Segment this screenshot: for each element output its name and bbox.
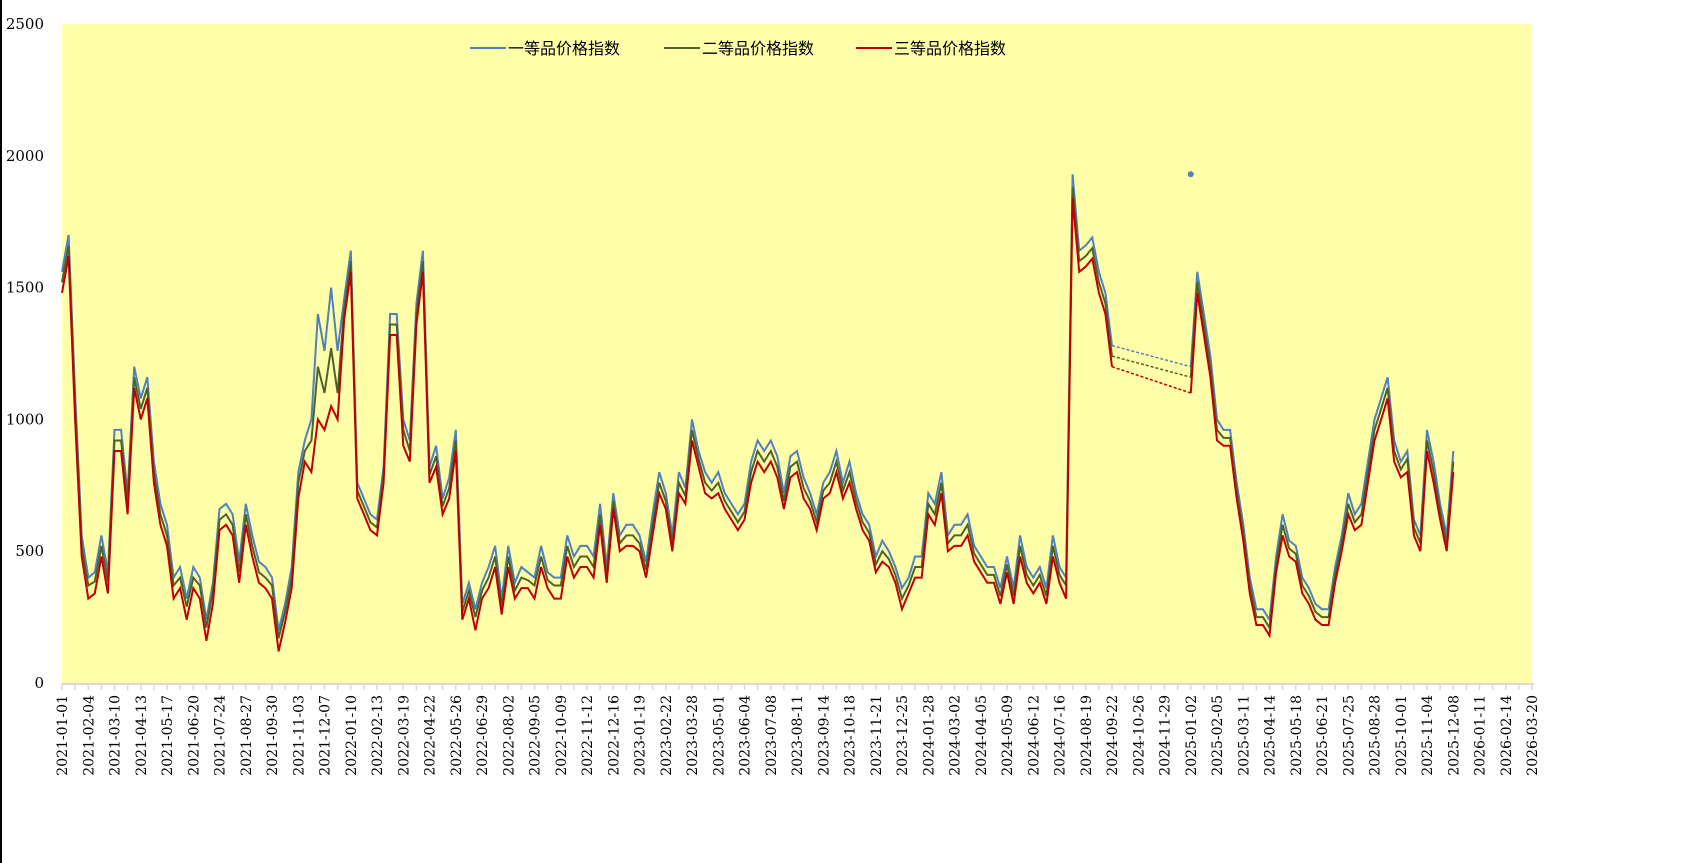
x-tick-label: 2022-05-26 — [449, 695, 465, 776]
x-tick-label: 2026-03-20 — [1525, 695, 1541, 776]
x-tick-label: 2025-02-05 — [1210, 695, 1226, 776]
legend-label-grade-2: 二等品价格指数 — [702, 39, 814, 58]
x-tick-label: 2025-11-04 — [1420, 695, 1436, 776]
x-tick-label: 2025-06-21 — [1315, 695, 1331, 776]
x-tick-label: 2024-09-22 — [1105, 695, 1121, 776]
x-tick-label: 2023-12-25 — [895, 695, 911, 776]
y-tick-label: 0 — [34, 674, 44, 692]
legend-item-grade-1: 一等品价格指数 — [470, 39, 620, 58]
x-tick-label: 2025-04-14 — [1263, 695, 1279, 776]
x-tick-label: 2022-08-02 — [501, 695, 517, 776]
x-tick-label: 2025-01-02 — [1184, 695, 1200, 776]
x-tick-label: 2023-10-18 — [843, 695, 859, 776]
x-tick-label: 2024-08-19 — [1079, 695, 1095, 776]
x-tick-label: 2024-10-26 — [1131, 695, 1147, 776]
x-tick-label: 2025-05-18 — [1289, 695, 1305, 776]
x-tick-label: 2021-11-03 — [291, 695, 307, 776]
x-tick-label: 2021-12-07 — [318, 695, 334, 776]
series-line-grade-1 — [61, 174, 1113, 631]
x-tick-label: 2024-05-09 — [1000, 695, 1016, 776]
series-gap-dashed-grade-2 — [1111, 355, 1191, 378]
x-tick-label: 2023-08-11 — [790, 695, 806, 776]
x-tick-label: 2025-03-11 — [1236, 695, 1252, 776]
x-tick-label: 2022-04-22 — [423, 695, 439, 776]
x-tick-label: 2026-01-11 — [1473, 695, 1489, 776]
x-tick-label: 2021-02-04 — [81, 695, 97, 776]
x-tick-label: 2022-03-19 — [396, 695, 412, 776]
x-tick-label: 2022-11-12 — [580, 695, 596, 776]
legend-label-grade-3: 三等品价格指数 — [894, 39, 1006, 58]
x-tick-label: 2023-06-04 — [738, 695, 754, 776]
peak-marker — [1187, 171, 1194, 178]
legend: 一等品价格指数 二等品价格指数 三等品价格指数 — [470, 39, 1006, 58]
x-axis: 2021-01-01 2021-02-04 2021-03-10 2021-04-13… — [55, 683, 1541, 776]
legend-item-grade-2: 二等品价格指数 — [664, 39, 814, 58]
x-tick-label: 2024-01-28 — [921, 695, 937, 776]
x-tick-label: 2025-07-25 — [1341, 695, 1357, 776]
legend-label-grade-1: 一等品价格指数 — [508, 39, 620, 58]
series-gap-dashed-grade-3 — [1111, 365, 1192, 394]
x-tick-label: 2024-07-16 — [1053, 695, 1069, 776]
x-tick-label: 2026-02-14 — [1499, 695, 1515, 776]
x-tick-label: 2021-09-30 — [265, 695, 281, 776]
y-tick-label: 1000 — [6, 410, 44, 428]
x-tick-label: 2021-06-20 — [186, 695, 202, 776]
x-tick-label: 2024-03-02 — [948, 695, 964, 776]
x-tick-label: 2022-06-29 — [475, 695, 491, 776]
x-tick-label: 2022-12-16 — [606, 695, 622, 776]
x-tick-label: 2023-11-21 — [869, 695, 885, 776]
x-tick-label: 2021-01-01 — [55, 695, 71, 776]
x-tick-label: 2022-01-10 — [344, 695, 360, 776]
series-layer — [61, 171, 1455, 652]
x-tick-label: 2021-07-24 — [213, 695, 229, 776]
x-tick-label: 2021-05-17 — [160, 695, 176, 776]
series-line-grade-3 — [61, 197, 1113, 652]
y-tick-label: 2500 — [6, 15, 44, 33]
series-line-grade-2 — [61, 187, 1113, 639]
x-tick-label: 2023-01-19 — [633, 695, 649, 776]
x-tick-label: 2023-03-28 — [685, 695, 701, 776]
x-tick-label: 2021-04-13 — [134, 695, 150, 776]
legend-item-grade-3: 三等品价格指数 — [856, 39, 1006, 58]
left-frame-border — [0, 0, 2, 863]
x-tick-label: 2022-10-09 — [554, 695, 570, 776]
y-axis: 0 500 1000 1500 2000 2500 — [6, 15, 44, 692]
x-tick-label: 2021-08-27 — [239, 695, 255, 776]
y-tick-label: 1500 — [6, 279, 44, 297]
x-tick-label: 2024-06-12 — [1026, 695, 1042, 776]
series-gap-dashed-grade-1 — [1111, 344, 1191, 368]
x-tick-label: 2023-02-22 — [659, 695, 675, 776]
x-tick-label: 2025-12-08 — [1446, 695, 1462, 776]
x-tick-label: 2023-05-01 — [711, 695, 727, 776]
x-tick-label: 2025-08-28 — [1368, 695, 1384, 776]
x-tick-label: 2022-02-13 — [370, 695, 386, 776]
y-tick-label: 500 — [15, 542, 44, 560]
x-tick-label: 2021-03-10 — [108, 695, 124, 776]
plot-area — [62, 24, 1532, 683]
x-tick-label: 2024-04-05 — [974, 695, 990, 776]
x-tick-label: 2024-11-29 — [1158, 695, 1174, 776]
x-tick-label: 2023-09-14 — [816, 695, 832, 776]
series-line-grade-3-2025 — [1189, 292, 1455, 639]
x-tick-label: 2022-09-05 — [528, 695, 544, 776]
x-tick-label: 2025-10-01 — [1394, 695, 1410, 776]
y-tick-label: 2000 — [6, 147, 44, 165]
x-tick-label: 2023-07-08 — [764, 695, 780, 776]
